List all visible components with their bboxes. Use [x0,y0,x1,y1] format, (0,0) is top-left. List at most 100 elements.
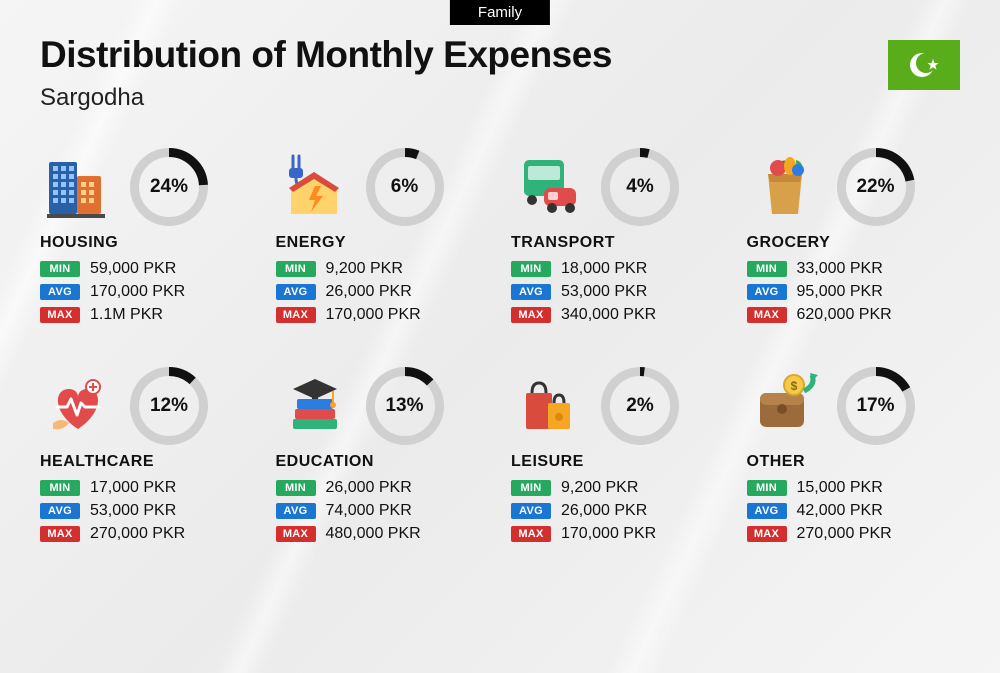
min-value: 59,000 PKR [90,260,176,278]
avg-value: 42,000 PKR [797,502,883,520]
max-badge: MAX [276,307,316,323]
percent-value: 12% [130,367,208,445]
category-name: LEISURE [511,453,725,471]
percent-donut: 22% [837,148,915,226]
header-tab: Family [450,0,550,25]
healthcare-icon [40,369,116,443]
avg-value: 170,000 PKR [90,283,185,301]
svg-text:$: $ [790,379,797,393]
flag-pakistan [888,40,960,90]
avg-badge: AVG [747,503,787,519]
category-name: TRANSPORT [511,234,725,252]
category-grid: 24% HOUSING MIN 59,000 PKR AVG 170,000 P… [40,150,960,548]
avg-badge: AVG [511,284,551,300]
percent-value: 17% [837,367,915,445]
stat-min: MIN 9,200 PKR [276,260,490,278]
stat-avg: AVG 42,000 PKR [747,502,961,520]
stat-max: MAX 620,000 PKR [747,306,961,324]
percent-donut: 17% [837,367,915,445]
max-badge: MAX [276,526,316,542]
stat-avg: AVG 74,000 PKR [276,502,490,520]
category-card: 12% HEALTHCARE MIN 17,000 PKR AVG 53,000… [40,369,254,548]
transport-icon [511,150,587,224]
min-value: 9,200 PKR [561,479,638,497]
percent-value: 13% [366,367,444,445]
min-badge: MIN [276,480,316,496]
stat-min: MIN 26,000 PKR [276,479,490,497]
min-badge: MIN [747,480,787,496]
stat-max: MAX 270,000 PKR [747,525,961,543]
percent-value: 2% [601,367,679,445]
max-value: 340,000 PKR [561,306,656,324]
stat-avg: AVG 170,000 PKR [40,283,254,301]
crescent-star-icon [904,45,944,85]
category-card: 6% ENERGY MIN 9,200 PKR AVG 26,000 PKR M… [276,150,490,329]
stat-max: MAX 340,000 PKR [511,306,725,324]
max-badge: MAX [40,307,80,323]
min-value: 17,000 PKR [90,479,176,497]
energy-icon [276,150,352,224]
percent-value: 6% [366,148,444,226]
avg-value: 53,000 PKR [90,502,176,520]
min-badge: MIN [40,480,80,496]
stat-max: MAX 270,000 PKR [40,525,254,543]
category-name: EDUCATION [276,453,490,471]
max-value: 170,000 PKR [561,525,656,543]
stat-avg: AVG 95,000 PKR [747,283,961,301]
percent-donut: 4% [601,148,679,226]
percent-donut: 6% [366,148,444,226]
stat-max: MAX 480,000 PKR [276,525,490,543]
min-value: 33,000 PKR [797,260,883,278]
stat-min: MIN 9,200 PKR [511,479,725,497]
percent-donut: 24% [130,148,208,226]
grocery-icon [747,150,823,224]
category-card: $ 17% OTHER MIN 15,000 PKR AVG 42,000 PK… [747,369,961,548]
max-value: 1.1M PKR [90,306,163,324]
min-badge: MIN [40,261,80,277]
category-name: GROCERY [747,234,961,252]
min-badge: MIN [276,261,316,277]
max-value: 480,000 PKR [326,525,421,543]
stat-max: MAX 170,000 PKR [276,306,490,324]
stat-min: MIN 59,000 PKR [40,260,254,278]
percent-value: 22% [837,148,915,226]
max-badge: MAX [511,526,551,542]
percent-donut: 12% [130,367,208,445]
min-badge: MIN [747,261,787,277]
avg-value: 53,000 PKR [561,283,647,301]
min-badge: MIN [511,261,551,277]
percent-value: 24% [130,148,208,226]
avg-value: 26,000 PKR [326,283,412,301]
stat-avg: AVG 26,000 PKR [276,283,490,301]
max-badge: MAX [40,526,80,542]
max-value: 270,000 PKR [797,525,892,543]
stat-avg: AVG 53,000 PKR [40,502,254,520]
stat-max: MAX 170,000 PKR [511,525,725,543]
max-badge: MAX [511,307,551,323]
stat-max: MAX 1.1M PKR [40,306,254,324]
percent-donut: 2% [601,367,679,445]
stat-avg: AVG 53,000 PKR [511,283,725,301]
category-name: ENERGY [276,234,490,252]
category-card: 13% EDUCATION MIN 26,000 PKR AVG 74,000 … [276,369,490,548]
category-name: HEALTHCARE [40,453,254,471]
max-value: 270,000 PKR [90,525,185,543]
page-title: Distribution of Monthly Expenses [40,34,612,76]
max-badge: MAX [747,526,787,542]
max-value: 620,000 PKR [797,306,892,324]
avg-value: 74,000 PKR [326,502,412,520]
education-icon [276,369,352,443]
max-badge: MAX [747,307,787,323]
min-badge: MIN [511,480,551,496]
leisure-icon [511,369,587,443]
avg-badge: AVG [747,284,787,300]
category-card: 4% TRANSPORT MIN 18,000 PKR AVG 53,000 P… [511,150,725,329]
min-value: 18,000 PKR [561,260,647,278]
stat-min: MIN 33,000 PKR [747,260,961,278]
avg-badge: AVG [40,284,80,300]
stat-avg: AVG 26,000 PKR [511,502,725,520]
avg-badge: AVG [511,503,551,519]
category-card: 22% GROCERY MIN 33,000 PKR AVG 95,000 PK… [747,150,961,329]
category-name: HOUSING [40,234,254,252]
category-card: 2% LEISURE MIN 9,200 PKR AVG 26,000 PKR … [511,369,725,548]
